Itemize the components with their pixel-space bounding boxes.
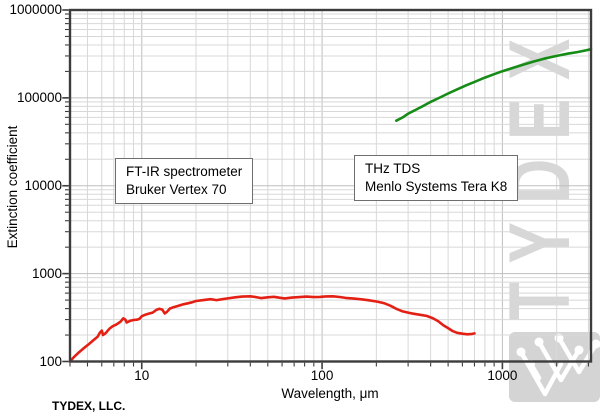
annotation-ftir-line1: FT-IR spectrometer — [126, 164, 243, 179]
series-thz-curve — [395, 47, 593, 122]
annotation-ftir-box: FT-IR spectrometer Bruker Vertex 70 — [115, 158, 254, 204]
y-tick-label: 1000 — [31, 265, 62, 281]
x-axis-title: Wavelength, μm — [281, 386, 379, 401]
annotation-thz-box: THz TDS Menlo Systems Tera K8 — [354, 155, 519, 201]
y-axis-title: Extinction coefficient — [5, 125, 20, 249]
series-ftir-curve — [70, 295, 476, 363]
annotation-thz-line2: Menlo Systems Tera K8 — [365, 178, 508, 194]
y-tick-label: 100000 — [16, 89, 62, 105]
annotation-thz-line1: THz TDS — [365, 161, 421, 176]
x-tick-label: 1000 — [487, 368, 518, 383]
x-tick-label: 100 — [310, 368, 334, 383]
annotation-ftir-line2: Bruker Vertex 70 — [126, 181, 227, 197]
company-credit: TYDEX, LLC. — [52, 399, 126, 413]
y-tick-label: 1000000 — [9, 2, 62, 17]
y-tick-label: 100 — [39, 353, 62, 369]
x-tick-label: 10 — [134, 368, 150, 383]
y-tick-label: 10000 — [24, 177, 62, 193]
